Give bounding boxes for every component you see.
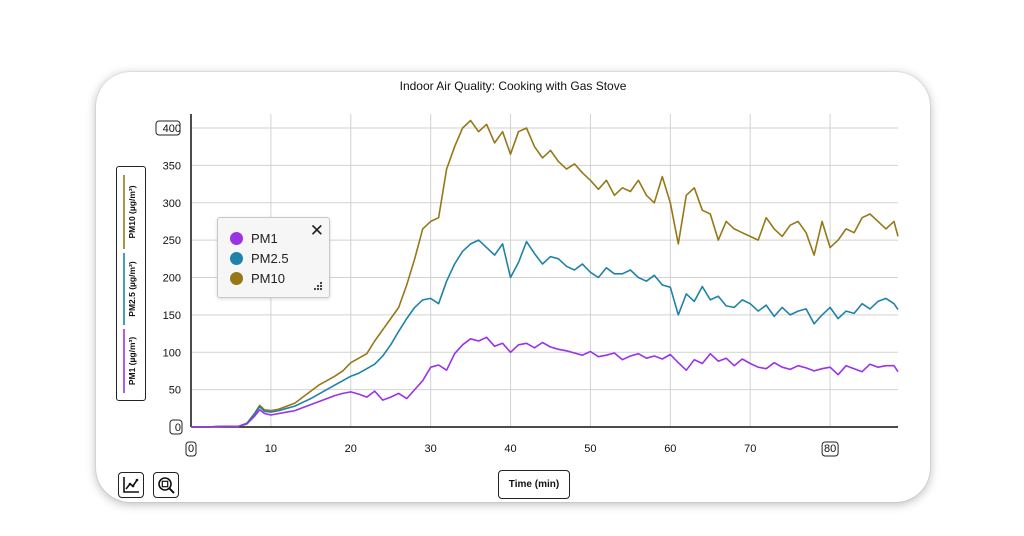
y-axis-label-box[interactable]: PM1 (µg/m³) PM2.5 (µg/m³) PM10 (µg/m³): [116, 166, 146, 401]
legend-swatch-pm1: [230, 231, 243, 245]
close-icon[interactable]: ✕: [309, 221, 324, 240]
y-tick-label: 350: [163, 160, 181, 172]
y-tick-label: 200: [163, 273, 181, 285]
y-axis-label-pm25: PM2.5 (µg/m³): [127, 261, 137, 317]
auto-scale-icon: [123, 477, 139, 493]
legend-item-pm25[interactable]: PM2.5: [230, 249, 289, 267]
axes: 0 50 100 150 200 250 300 350 400 0 10 20 30 40 50 60 70 8…: [155, 114, 898, 457]
series-line-pm1: [191, 336, 899, 428]
legend-label-pm1: PM1: [251, 230, 278, 246]
legend-item-pm10[interactable]: PM10: [230, 269, 285, 287]
x-tick-label: 70: [744, 443, 756, 455]
y-tick-label: 100: [163, 347, 181, 359]
resize-grip-icon[interactable]: [311, 281, 323, 291]
tick-edit-box[interactable]: [169, 419, 183, 435]
y-tick-label: 250: [163, 235, 181, 247]
legend-label-pm25: PM2.5: [251, 250, 289, 266]
legend-swatch-pm25: [230, 251, 243, 265]
y-tick-label: 300: [163, 198, 181, 210]
x-axis-label[interactable]: Time (min): [498, 470, 570, 499]
x-tick-label: 60: [664, 443, 676, 455]
tick-edit-box[interactable]: [155, 120, 181, 136]
tick-edit-box[interactable]: [185, 441, 197, 457]
series-line-pm10: [191, 119, 899, 428]
x-tick-label: 10: [265, 443, 277, 455]
legend[interactable]: ✕ PM1 PM2.5 PM10: [217, 217, 330, 298]
tick-edit-box[interactable]: [821, 441, 839, 457]
series-line-pm25: [191, 239, 899, 428]
x-tick-label: 40: [504, 443, 516, 455]
series-lines: [191, 119, 899, 428]
y-tick-label: 150: [163, 310, 181, 322]
y-tick-label: 50: [169, 385, 181, 397]
y-tick-label: 400: [163, 123, 181, 135]
x-tick-label: 80: [824, 443, 836, 455]
y-axis-label-pm10: PM10 (µg/m³): [127, 185, 137, 238]
legend-label-pm10: PM10: [251, 270, 285, 286]
x-tick-label: 50: [584, 443, 596, 455]
chart-title: Indoor Air Quality: Cooking with Gas Sto…: [399, 79, 627, 93]
x-tick-label: 30: [425, 443, 437, 455]
legend-item-pm1[interactable]: PM1: [230, 229, 278, 247]
legend-swatch-pm10: [230, 271, 243, 285]
y-tick-label: 0: [175, 422, 181, 434]
zoom-icon: [158, 477, 175, 494]
x-tick-label: 20: [345, 443, 357, 455]
auto-scale-button[interactable]: [118, 472, 144, 498]
x-tick-label: 0: [188, 443, 194, 455]
zoom-button[interactable]: [153, 472, 179, 498]
y-axis-label-pm1: PM1 (µg/m³): [127, 337, 137, 386]
